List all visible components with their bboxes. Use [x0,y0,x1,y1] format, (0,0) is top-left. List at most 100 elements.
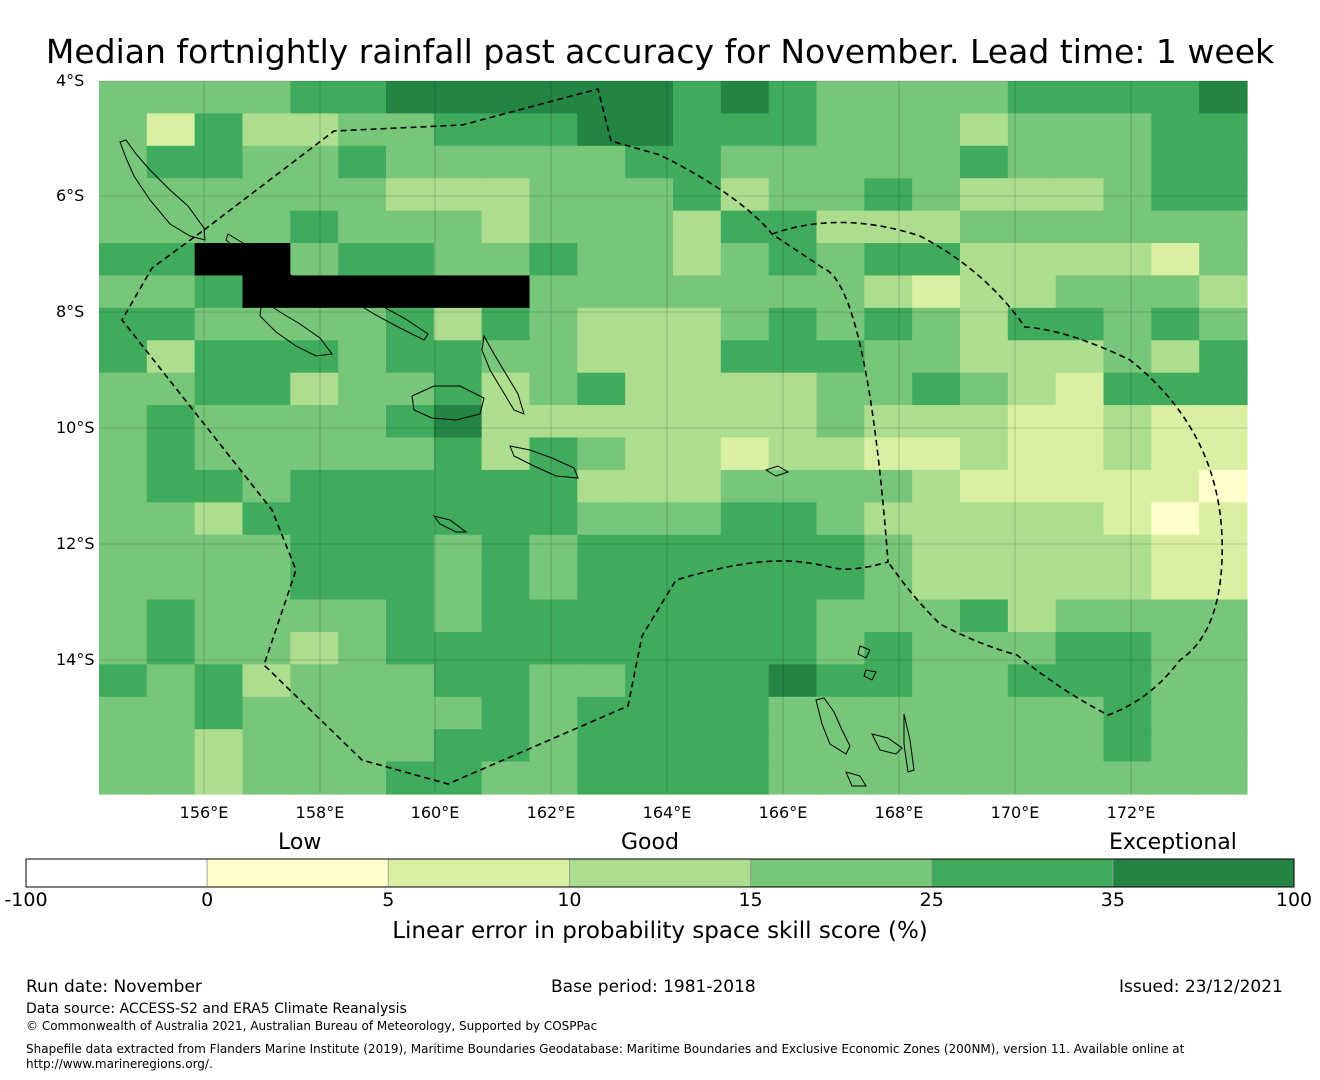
grid-cell [194,502,244,536]
grid-cell [1151,210,1200,244]
grid-cell [99,178,148,212]
grid-cell [912,502,961,536]
grid-cell [481,664,531,698]
grid-cell [146,81,196,115]
lat-label: 14°S [56,650,95,669]
grid-cell [481,631,531,665]
coastline-espiritu-santo [815,697,851,755]
grid-cell [1103,729,1152,763]
grid-cell [386,599,435,633]
grid-cell [1055,761,1105,795]
grid-cell [194,729,244,763]
grid-cell [720,696,770,730]
grid-cell [1055,631,1105,665]
grid-cell [1007,178,1057,212]
grid-cell [577,599,626,633]
grid-cell [1007,567,1057,601]
chart-title: Median fortnightly rainfall past accurac… [45,32,1275,71]
grid-cell [1007,599,1057,633]
grid-cell [673,631,722,665]
grid-cell [673,761,722,795]
grid-cell [99,502,148,536]
grid-cell [625,340,674,374]
grid-cell [816,502,865,536]
grid-cell [864,502,913,536]
grid-cell [960,340,1009,374]
grid-cell [1103,372,1152,406]
grid-cell [146,696,196,730]
grid-cell [768,761,818,795]
grid-cell [912,178,961,212]
grid-cell [625,145,674,179]
grid-cell [912,469,961,503]
grid-cell [1199,405,1248,439]
grid-cell [864,437,913,471]
grid-cell [625,178,674,212]
lon-label: 156°E [179,803,229,822]
grid-cell [816,113,865,147]
grid-cell [1151,631,1200,665]
grid-cell [816,599,865,633]
grid-cell [481,275,531,309]
coastline-rennell [432,515,468,533]
grid-cell [433,307,483,341]
grid-cell [960,372,1009,406]
grid-cell [1007,469,1057,503]
grid-cell [194,81,244,115]
grid-cell [481,696,531,730]
graticule [99,80,1247,794]
grid-cell [338,664,387,698]
grid-cell [433,210,483,244]
coastline-pentecost [903,713,915,773]
grid-cell [768,405,818,439]
grid-cell [1007,729,1057,763]
coastlines [119,139,915,787]
colorbar-segment [1112,858,1295,888]
grid-cell [338,81,387,115]
grid-cell [338,696,387,730]
grid-cell [146,145,196,179]
grid-cell [816,469,865,503]
grid-cell [529,502,578,536]
grid-cell [433,599,483,633]
grid-cell [912,81,961,115]
grid-cell [386,567,435,601]
grid-cell [1103,113,1152,147]
grid-cell [433,81,483,115]
grid-cell [194,145,244,179]
coastline-banks [857,645,871,659]
grid-cell [99,113,148,147]
grid-cell [481,243,531,277]
grid-cell [912,729,961,763]
grid-cell [1103,210,1152,244]
grid-cell [99,469,148,503]
grid-cell [338,178,387,212]
grid-cell [673,696,722,730]
grid-cell [912,567,961,601]
grid-cell [290,437,339,471]
grid-cell [1151,307,1200,341]
grid-cell [625,372,674,406]
grid-cell [1055,502,1105,536]
grid-cell [481,210,531,244]
grid-cell [960,178,1009,212]
grid-cell [1103,307,1152,341]
grid-cell [912,405,961,439]
grid-cell [1055,275,1105,309]
grid-cell [99,696,148,730]
grid-cell [1199,178,1248,212]
grid-cell [1103,502,1152,536]
grid-cell [433,534,483,568]
grid-cell [1151,696,1200,730]
grid-cell [912,145,961,179]
grid-cell [864,664,913,698]
grid-cell [242,567,291,601]
grid-cell [1199,502,1248,536]
grid-cell [338,340,387,374]
grid-cell [720,664,770,698]
grid-cell [433,113,483,147]
grid-cell [529,307,578,341]
category-exceptional-label: Exceptional [1109,830,1237,855]
grid-cell [338,145,387,179]
grid-cell [194,340,244,374]
